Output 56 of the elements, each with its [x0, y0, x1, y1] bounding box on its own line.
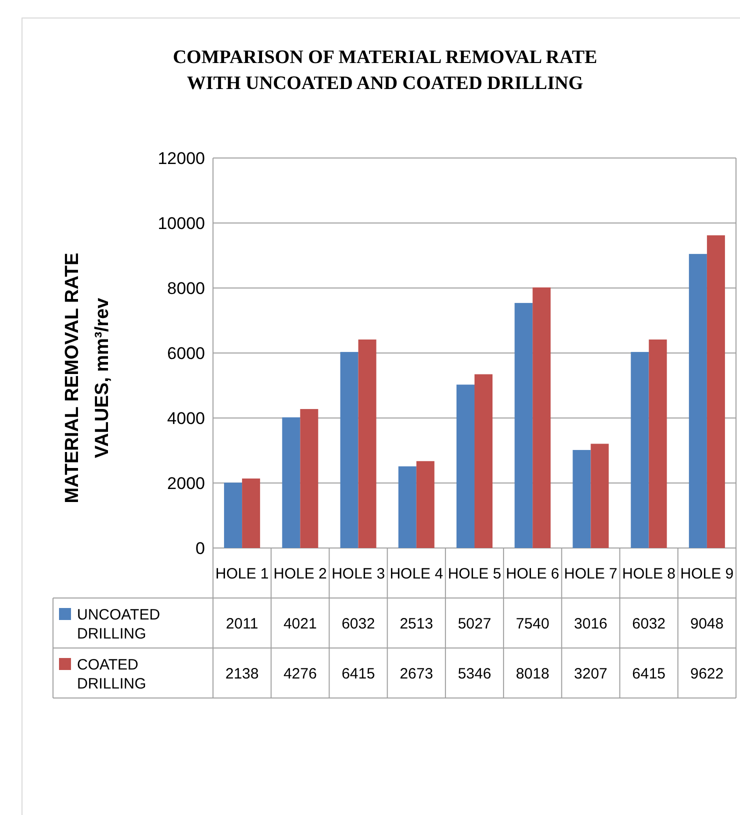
bar [300, 409, 318, 548]
y-axis-title: MATERIAL REMOVAL RATE VALUES, mm³/rev [62, 252, 113, 504]
data-label: 5027 [458, 615, 492, 632]
x-tick-label: HOLE 3 [332, 565, 385, 582]
bar [474, 374, 493, 548]
x-tick-label: HOLE 2 [273, 565, 327, 582]
x-tick-label: HOLE 6 [506, 565, 560, 582]
legend-label: COATED DRILLING [77, 656, 146, 692]
data-label: 6032 [632, 615, 666, 632]
y-tick-label: 6000 [167, 344, 205, 363]
x-tick-label: HOLE 8 [622, 565, 676, 582]
bar [224, 482, 242, 548]
bar [514, 302, 533, 548]
data-label: 4276 [283, 665, 317, 682]
x-tick-label: HOLE 9 [680, 565, 734, 582]
bar [688, 254, 707, 548]
y-tick-label: 4000 [167, 408, 205, 428]
bar [416, 461, 434, 548]
y-tick-label: 8000 [167, 278, 205, 298]
x-tick-label: HOLE 7 [564, 565, 618, 582]
data-label: 5346 [458, 665, 492, 682]
data-label: 2011 [226, 615, 258, 632]
y-tick-label: 2000 [167, 474, 205, 493]
bar [706, 235, 725, 548]
data-label: 3016 [574, 615, 608, 632]
bar [242, 478, 260, 548]
bar [532, 287, 551, 548]
x-tick-label: HOLE 1 [215, 565, 269, 582]
y-tick-label: 12000 [158, 148, 205, 168]
bar [340, 352, 358, 548]
data-label: 7540 [516, 615, 550, 632]
bar [456, 384, 474, 548]
bar [398, 466, 416, 548]
data-label: 3207 [574, 665, 608, 682]
y-tick-label: 0 [196, 538, 205, 558]
bar [648, 340, 667, 548]
x-tick-label: HOLE 5 [448, 565, 502, 582]
data-label: 6032 [342, 615, 375, 632]
bar [282, 417, 300, 548]
data-label: 8018 [516, 665, 550, 682]
bar [630, 352, 649, 548]
data-label: 9622 [690, 665, 724, 682]
chart-title: COMPARISON OF MATERIAL REMOVAL RATE WITH UNCOATED AND COATED DRILLING [172, 47, 598, 94]
y-tick-label: 10000 [158, 214, 205, 233]
data-label: 6415 [342, 665, 375, 682]
data-label: 2673 [400, 665, 434, 682]
bar [572, 450, 591, 548]
data-label: 2513 [400, 615, 434, 632]
data-label: 9048 [690, 615, 724, 632]
data-label: 6415 [632, 665, 666, 682]
bar [358, 340, 376, 548]
x-tick-label: HOLE 4 [390, 565, 444, 582]
data-label: 4021 [283, 615, 317, 632]
bar [590, 444, 609, 548]
legend-label: UNCOATED DRILLING [77, 606, 160, 642]
data-label: 2138 [225, 665, 259, 682]
